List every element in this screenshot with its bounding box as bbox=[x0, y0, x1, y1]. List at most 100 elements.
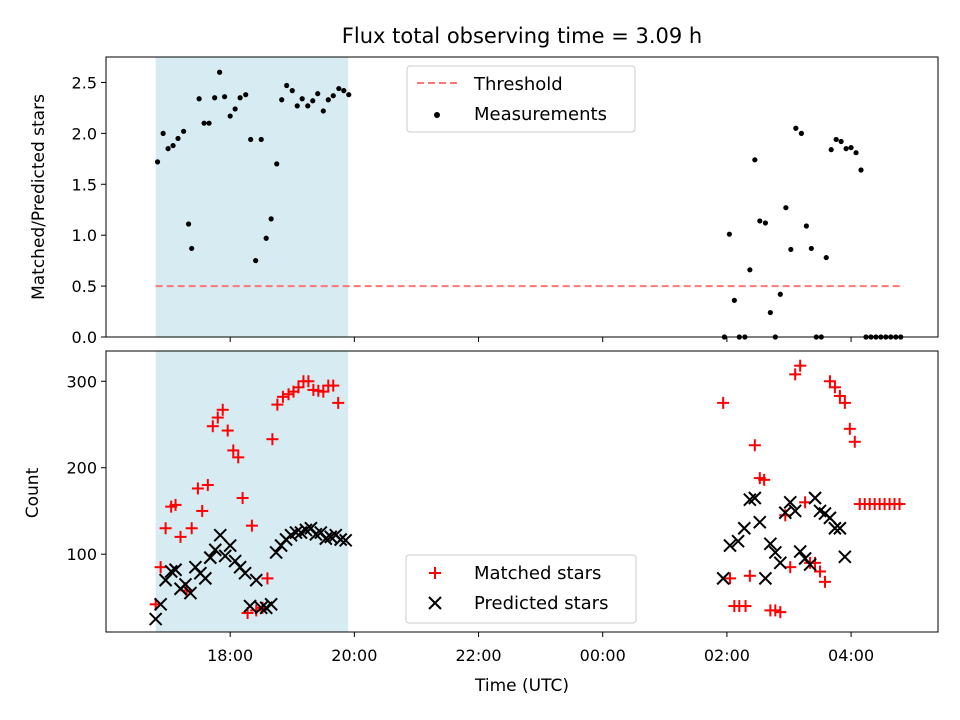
predicted-star-point bbox=[269, 545, 283, 560]
measurement-point bbox=[299, 96, 305, 102]
predicted-star-point bbox=[289, 525, 303, 540]
matched-star-point bbox=[174, 530, 187, 543]
matched-star-point bbox=[789, 368, 802, 381]
matched-star-point bbox=[784, 561, 797, 574]
bottom-y-tick-label: 200 bbox=[66, 459, 97, 478]
measurement-point bbox=[858, 167, 864, 173]
predicted-star-point bbox=[828, 521, 842, 535]
measurement-point bbox=[315, 91, 321, 97]
predicted-star-point bbox=[338, 533, 353, 548]
measurement-point bbox=[227, 113, 233, 119]
top-y-tick-label: 2.0 bbox=[72, 124, 97, 143]
top-y-tick-label: 1.5 bbox=[72, 175, 97, 194]
predicted-star-point bbox=[158, 573, 173, 587]
measurement-point bbox=[284, 82, 290, 89]
measurement-point bbox=[325, 97, 331, 103]
matched-star-point bbox=[276, 390, 289, 403]
matched-star-point bbox=[823, 375, 836, 388]
top-y-ticks: 0.0 0.5 1.0 1.5 2.0 2.5 bbox=[72, 73, 106, 347]
predicted-star-point bbox=[213, 528, 227, 542]
matched-star-point bbox=[774, 606, 787, 619]
matched-star-point bbox=[739, 600, 752, 613]
measurement-point bbox=[154, 159, 161, 165]
matched-star-point bbox=[221, 424, 234, 437]
predicted-star-point bbox=[716, 571, 730, 586]
matched-star-point bbox=[743, 569, 756, 582]
legend-measurements-swatch bbox=[434, 112, 440, 118]
measurement-point bbox=[747, 267, 753, 273]
measurement-point bbox=[783, 205, 789, 211]
measurement-point bbox=[294, 103, 300, 109]
bottom-y-tick-label: 100 bbox=[66, 545, 97, 564]
measurement-point bbox=[165, 146, 171, 152]
measurement-point bbox=[798, 130, 805, 136]
bottom-y-axis-label: Count bbox=[23, 467, 43, 518]
top-y-tick-label: 0.0 bbox=[72, 328, 97, 347]
measurement-point bbox=[767, 309, 773, 316]
legend-predicted-label: Predicted stars bbox=[474, 593, 608, 614]
matched-star-point bbox=[724, 572, 736, 585]
measurement-point bbox=[221, 94, 228, 100]
matched-star-point bbox=[236, 491, 249, 504]
measurement-point bbox=[853, 150, 859, 156]
bottom-y-ticks: 100 200 300 bbox=[66, 372, 106, 564]
predicted-stars-points bbox=[148, 491, 852, 626]
measurement-point bbox=[336, 85, 342, 92]
predicted-star-point bbox=[198, 571, 213, 586]
matched-star-point bbox=[250, 604, 263, 617]
matched-star-point bbox=[833, 389, 846, 402]
predicted-star-point bbox=[783, 495, 797, 510]
predicted-star-point bbox=[254, 601, 268, 615]
measurement-point bbox=[185, 221, 192, 227]
top-y-tick-label: 1.0 bbox=[72, 226, 97, 245]
matched-star-point bbox=[818, 575, 831, 588]
matched-star-point bbox=[848, 435, 861, 448]
measurement-point bbox=[762, 220, 768, 226]
matched-star-point bbox=[227, 444, 240, 457]
measurement-point bbox=[808, 245, 814, 252]
measurement-point bbox=[181, 128, 187, 134]
top-y-tick-label: 2.5 bbox=[72, 73, 97, 92]
matched-star-point bbox=[327, 379, 340, 392]
predicted-star-point bbox=[208, 543, 222, 557]
bottom-x-ticks: 18:00 20:00 22:00 00:00 02:00 04:00 bbox=[207, 632, 874, 665]
top-legend: Threshold Measurements bbox=[406, 65, 636, 133]
measurement-point bbox=[253, 258, 259, 264]
measurement-point bbox=[232, 106, 238, 112]
predicted-star-point bbox=[249, 573, 263, 587]
top-panel: 0.0 0.5 1.0 1.5 2.0 2.5 Flux total observing … bbox=[29, 24, 939, 347]
matched-star-point bbox=[838, 396, 851, 409]
predicted-star-point bbox=[763, 537, 778, 551]
measurement-point bbox=[310, 98, 316, 104]
predicted-star-point bbox=[218, 549, 232, 563]
top-axes-frame bbox=[105, 56, 939, 338]
legend-matched-label: Matched stars bbox=[474, 563, 601, 584]
matched-star-point bbox=[196, 504, 209, 517]
predicted-star-point bbox=[833, 521, 847, 535]
legend-threshold-label: Threshold bbox=[473, 74, 563, 95]
measurement-point bbox=[838, 138, 844, 145]
bottom-legend: Matched stars Predicted stars bbox=[405, 554, 637, 624]
measurement-point bbox=[237, 95, 243, 101]
measurement-point bbox=[189, 245, 195, 252]
measurement-point bbox=[777, 291, 783, 297]
measurement-points bbox=[154, 69, 904, 340]
measurement-point bbox=[217, 69, 223, 75]
top-x-ticks bbox=[229, 337, 852, 342]
matched-star-point bbox=[893, 498, 906, 511]
matched-star-point bbox=[191, 482, 204, 495]
measurement-point bbox=[274, 161, 280, 167]
predicted-star-point bbox=[823, 511, 837, 525]
measurement-point bbox=[258, 136, 264, 143]
matched-star-point bbox=[271, 398, 284, 411]
measurement-point bbox=[793, 125, 799, 131]
measurement-point bbox=[752, 157, 758, 163]
measurement-point bbox=[823, 254, 829, 261]
matched-star-point bbox=[266, 433, 279, 446]
top-y-axis-label: Matched/Predicted stars bbox=[29, 94, 49, 300]
measurement-point bbox=[726, 231, 732, 237]
predicted-star-point bbox=[153, 597, 168, 612]
bottom-axes-frame bbox=[105, 350, 939, 633]
predicted-star-point bbox=[773, 556, 787, 570]
